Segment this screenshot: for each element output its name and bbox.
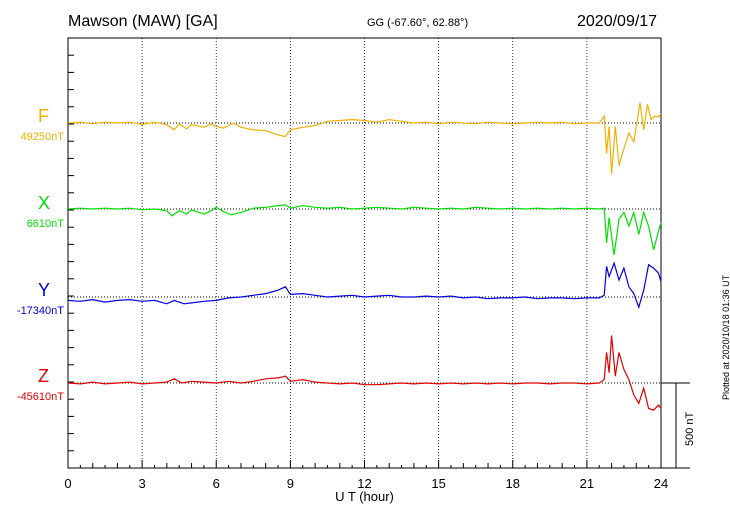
x-axis-title: U T (hour) [335, 489, 394, 504]
x-tick-label: 6 [213, 476, 220, 491]
x-tick-label: 3 [139, 476, 146, 491]
trace-z [67, 335, 662, 411]
baseline-value-y: -17340nT [16, 305, 64, 317]
grid-lines [141, 38, 588, 468]
trace-x [67, 204, 662, 255]
component-label-x: X [38, 193, 51, 213]
x-tick-label: 9 [287, 476, 294, 491]
station-coords: GG (-67.60°, 62.88°) [367, 17, 469, 29]
scale-bar-label: 500 nT [684, 411, 696, 446]
baseline-value-x: 6610nT [26, 218, 64, 230]
scale-bar [661, 382, 690, 469]
x-tick-label: 18 [506, 476, 520, 491]
plotted-timestamp: Plotted at 2020/10/18 01:36 UT [721, 274, 730, 400]
component-label-z: Z [38, 366, 49, 386]
x-tick-label: 0 [64, 476, 71, 491]
baseline-value-f: 49250nT [20, 131, 64, 143]
baseline-value-z: -45610nT [16, 391, 64, 403]
x-tick-label: 21 [580, 476, 594, 491]
component-label-f: F [38, 106, 49, 126]
station-title: Mawson (MAW) [GA] [68, 13, 218, 30]
x-tick-label: 12 [357, 476, 371, 491]
x-tick-label: 15 [431, 476, 445, 491]
component-label-y: Y [38, 280, 51, 300]
trace-group [67, 102, 662, 411]
trace-y [67, 261, 662, 310]
trace-f [67, 102, 662, 175]
x-tick-label: 24 [654, 476, 668, 491]
plot-date: 2020/09/17 [577, 13, 658, 30]
plot-border [67, 37, 662, 469]
plot-frame: 0 3 6 9 12 15 18 21 24 U T (hour) [64, 37, 668, 504]
